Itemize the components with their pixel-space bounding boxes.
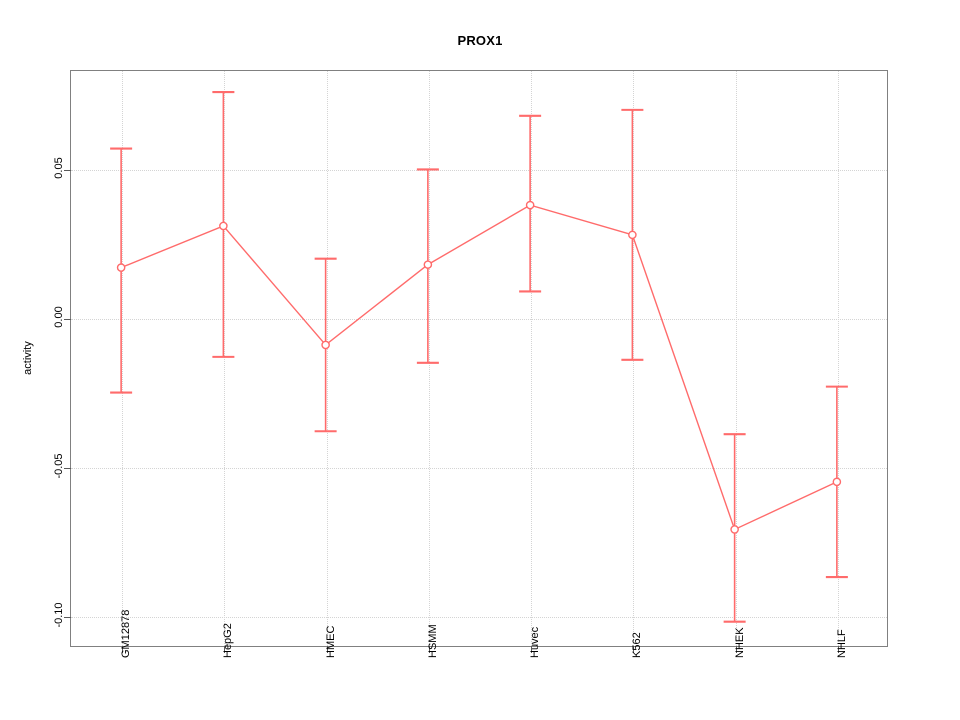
gridline-vertical (326, 71, 328, 646)
gridline-vertical (531, 71, 533, 646)
x-axis-tick (633, 646, 635, 653)
series-line (120, 204, 838, 531)
gridline-vertical (122, 71, 124, 646)
gridline-horizontal (71, 616, 887, 618)
y-axis-tick (64, 616, 71, 618)
y-axis-tick (64, 319, 71, 321)
x-axis-tick (326, 646, 328, 653)
plot-inner: 0.05 0.00 -0.05 -0.10 GM12878 HepG2 HMEC HSMM Hu… (53, 71, 887, 658)
data-point-marker (116, 263, 126, 272)
x-axis-tick (428, 646, 430, 653)
gridline-horizontal (71, 170, 887, 172)
data-point-marker (525, 200, 535, 210)
plot-area: 0.05 0.00 -0.05 -0.10 GM12878 HepG2 HMEC HSMM Hu… (53, 70, 888, 658)
data-point-marker (628, 230, 637, 240)
data-point-marker (423, 260, 433, 269)
x-axis-tick (224, 646, 226, 653)
chart-title: PROX1 (457, 33, 503, 48)
gridline-vertical (837, 71, 839, 646)
data-point-marker (730, 525, 739, 534)
gridline-vertical (428, 71, 430, 646)
x-axis-tick (122, 646, 124, 653)
data-point-marker (219, 221, 228, 231)
y-axis-tick (64, 170, 71, 172)
gridline-vertical (633, 71, 635, 646)
x-axis-tick (735, 646, 737, 653)
gridline-vertical (735, 71, 737, 646)
gridline-horizontal (71, 467, 887, 469)
gridline-vertical (224, 71, 226, 646)
x-axis-tick (837, 646, 839, 653)
y-axis-tick (64, 467, 71, 469)
data-point-marker (321, 340, 330, 350)
gridline-horizontal (71, 319, 887, 321)
data-point-marker (832, 477, 842, 487)
x-axis-tick (531, 646, 533, 653)
